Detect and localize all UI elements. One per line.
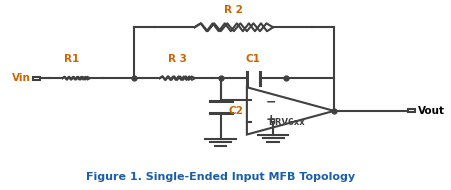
- Text: C1: C1: [245, 54, 260, 64]
- Text: R1: R1: [64, 54, 79, 64]
- Text: C2: C2: [228, 106, 243, 116]
- Text: Vout: Vout: [417, 106, 444, 116]
- Text: −: −: [266, 96, 276, 108]
- Text: +: +: [265, 113, 276, 126]
- Text: R 3: R 3: [167, 54, 186, 64]
- Bar: [407, 109, 414, 112]
- Bar: [33, 77, 40, 80]
- Text: DRV6xx: DRV6xx: [267, 118, 304, 127]
- Text: R 2: R 2: [224, 5, 243, 15]
- Text: Vin: Vin: [12, 73, 31, 83]
- Text: Figure 1. Single-Ended Input MFB Topology: Figure 1. Single-Ended Input MFB Topolog…: [86, 172, 354, 182]
